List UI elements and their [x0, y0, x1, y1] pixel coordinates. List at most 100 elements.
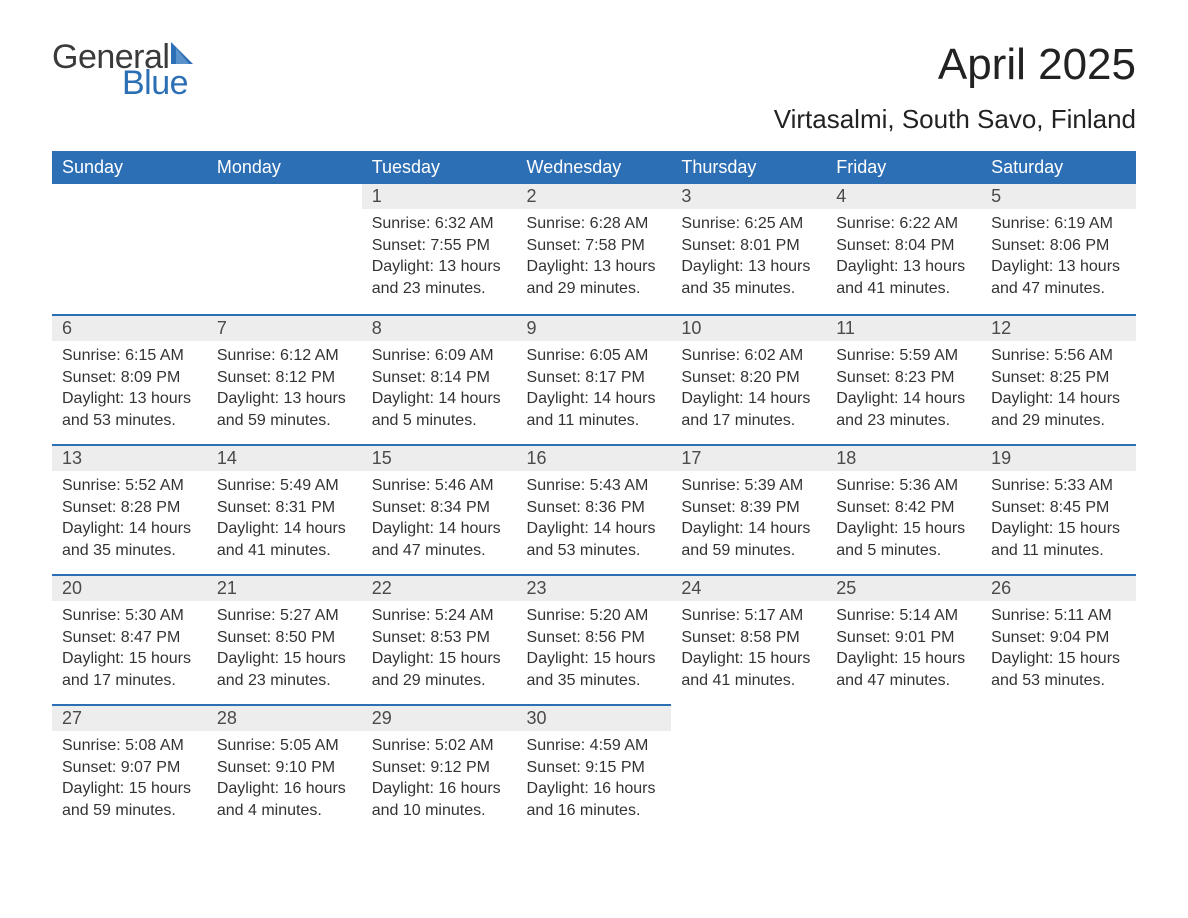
calendar-week-row: 1Sunrise: 6:32 AMSunset: 7:55 PMDaylight…: [52, 184, 1136, 314]
calendar-cell: 21Sunrise: 5:27 AMSunset: 8:50 PMDayligh…: [207, 574, 362, 704]
calendar-cell: 4Sunrise: 6:22 AMSunset: 8:04 PMDaylight…: [826, 184, 981, 314]
sunrise-line: Sunrise: 5:36 AM: [836, 475, 971, 497]
sunset-line: Sunset: 8:23 PM: [836, 367, 971, 389]
day-body: Sunrise: 5:30 AMSunset: 8:47 PMDaylight:…: [52, 601, 207, 701]
day-number: 27: [52, 706, 207, 731]
day-number: 9: [517, 316, 672, 341]
sunrise-line: Sunrise: 6:22 AM: [836, 213, 971, 235]
weekday-header: Monday: [207, 151, 362, 184]
day-number: 6: [52, 316, 207, 341]
day-number: 5: [981, 184, 1136, 209]
day-body: Sunrise: 5:52 AMSunset: 8:28 PMDaylight:…: [52, 471, 207, 571]
daylight-line: Daylight: 16 hours and 4 minutes.: [217, 778, 352, 821]
day-number: 19: [981, 446, 1136, 471]
day-number: 18: [826, 446, 981, 471]
calendar-cell: 6Sunrise: 6:15 AMSunset: 8:09 PMDaylight…: [52, 314, 207, 444]
daylight-line: Daylight: 14 hours and 53 minutes.: [527, 518, 662, 561]
day-number: 11: [826, 316, 981, 341]
calendar-cell: 9Sunrise: 6:05 AMSunset: 8:17 PMDaylight…: [517, 314, 672, 444]
day-body: Sunrise: 6:32 AMSunset: 7:55 PMDaylight:…: [362, 209, 517, 309]
daylight-line: Daylight: 14 hours and 11 minutes.: [527, 388, 662, 431]
sunrise-line: Sunrise: 5:02 AM: [372, 735, 507, 757]
day-body: Sunrise: 6:25 AMSunset: 8:01 PMDaylight:…: [671, 209, 826, 309]
day-body: Sunrise: 5:24 AMSunset: 8:53 PMDaylight:…: [362, 601, 517, 701]
calendar-cell: 1Sunrise: 6:32 AMSunset: 7:55 PMDaylight…: [362, 184, 517, 314]
calendar-cell: 19Sunrise: 5:33 AMSunset: 8:45 PMDayligh…: [981, 444, 1136, 574]
day-body: Sunrise: 5:39 AMSunset: 8:39 PMDaylight:…: [671, 471, 826, 571]
calendar-cell: 3Sunrise: 6:25 AMSunset: 8:01 PMDaylight…: [671, 184, 826, 314]
calendar-cell: 7Sunrise: 6:12 AMSunset: 8:12 PMDaylight…: [207, 314, 362, 444]
day-number: 1: [362, 184, 517, 209]
day-number: 2: [517, 184, 672, 209]
sunrise-line: Sunrise: 6:09 AM: [372, 345, 507, 367]
sunset-line: Sunset: 8:14 PM: [372, 367, 507, 389]
sunrise-line: Sunrise: 5:33 AM: [991, 475, 1126, 497]
weekday-header: Thursday: [671, 151, 826, 184]
logo: General Blue: [52, 40, 199, 100]
location-subtitle: Virtasalmi, South Savo, Finland: [52, 104, 1136, 135]
sunset-line: Sunset: 9:10 PM: [217, 757, 352, 779]
daylight-line: Daylight: 15 hours and 11 minutes.: [991, 518, 1126, 561]
sunrise-line: Sunrise: 5:27 AM: [217, 605, 352, 627]
daylight-line: Daylight: 15 hours and 17 minutes.: [62, 648, 197, 691]
sunrise-line: Sunrise: 5:56 AM: [991, 345, 1126, 367]
sunset-line: Sunset: 8:12 PM: [217, 367, 352, 389]
daylight-line: Daylight: 14 hours and 29 minutes.: [991, 388, 1126, 431]
day-body: Sunrise: 5:49 AMSunset: 8:31 PMDaylight:…: [207, 471, 362, 571]
sunset-line: Sunset: 8:56 PM: [527, 627, 662, 649]
calendar-week-row: 20Sunrise: 5:30 AMSunset: 8:47 PMDayligh…: [52, 574, 1136, 704]
daylight-line: Daylight: 14 hours and 35 minutes.: [62, 518, 197, 561]
day-body: Sunrise: 6:22 AMSunset: 8:04 PMDaylight:…: [826, 209, 981, 309]
day-body: Sunrise: 5:46 AMSunset: 8:34 PMDaylight:…: [362, 471, 517, 571]
sunrise-line: Sunrise: 6:05 AM: [527, 345, 662, 367]
daylight-line: Daylight: 15 hours and 35 minutes.: [527, 648, 662, 691]
day-body: Sunrise: 6:15 AMSunset: 8:09 PMDaylight:…: [52, 341, 207, 441]
daylight-line: Daylight: 14 hours and 5 minutes.: [372, 388, 507, 431]
calendar-cell: 18Sunrise: 5:36 AMSunset: 8:42 PMDayligh…: [826, 444, 981, 574]
sunrise-line: Sunrise: 5:46 AM: [372, 475, 507, 497]
weekday-header: Friday: [826, 151, 981, 184]
calendar-cell: 15Sunrise: 5:46 AMSunset: 8:34 PMDayligh…: [362, 444, 517, 574]
calendar-cell: 20Sunrise: 5:30 AMSunset: 8:47 PMDayligh…: [52, 574, 207, 704]
day-body: Sunrise: 5:59 AMSunset: 8:23 PMDaylight:…: [826, 341, 981, 441]
sunrise-line: Sunrise: 4:59 AM: [527, 735, 662, 757]
sunrise-line: Sunrise: 6:32 AM: [372, 213, 507, 235]
sunset-line: Sunset: 8:09 PM: [62, 367, 197, 389]
calendar-cell: 26Sunrise: 5:11 AMSunset: 9:04 PMDayligh…: [981, 574, 1136, 704]
sunset-line: Sunset: 8:39 PM: [681, 497, 816, 519]
daylight-line: Daylight: 13 hours and 29 minutes.: [527, 256, 662, 299]
calendar-cell: 29Sunrise: 5:02 AMSunset: 9:12 PMDayligh…: [362, 704, 517, 834]
sunset-line: Sunset: 9:04 PM: [991, 627, 1126, 649]
day-body: Sunrise: 5:05 AMSunset: 9:10 PMDaylight:…: [207, 731, 362, 831]
sunset-line: Sunset: 9:15 PM: [527, 757, 662, 779]
calendar-cell: 5Sunrise: 6:19 AMSunset: 8:06 PMDaylight…: [981, 184, 1136, 314]
sunrise-line: Sunrise: 5:39 AM: [681, 475, 816, 497]
calendar-cell: 27Sunrise: 5:08 AMSunset: 9:07 PMDayligh…: [52, 704, 207, 834]
day-number: 15: [362, 446, 517, 471]
day-number: 20: [52, 576, 207, 601]
calendar-cell: 30Sunrise: 4:59 AMSunset: 9:15 PMDayligh…: [517, 704, 672, 834]
sunset-line: Sunset: 8:34 PM: [372, 497, 507, 519]
day-number: 25: [826, 576, 981, 601]
day-number: 30: [517, 706, 672, 731]
sunset-line: Sunset: 8:47 PM: [62, 627, 197, 649]
weekday-header: Wednesday: [517, 151, 672, 184]
calendar-cell: 2Sunrise: 6:28 AMSunset: 7:58 PMDaylight…: [517, 184, 672, 314]
calendar-cell: 13Sunrise: 5:52 AMSunset: 8:28 PMDayligh…: [52, 444, 207, 574]
calendar-cell: 12Sunrise: 5:56 AMSunset: 8:25 PMDayligh…: [981, 314, 1136, 444]
day-body: Sunrise: 5:11 AMSunset: 9:04 PMDaylight:…: [981, 601, 1136, 701]
sunrise-line: Sunrise: 5:20 AM: [527, 605, 662, 627]
weekday-header-row: SundayMondayTuesdayWednesdayThursdayFrid…: [52, 151, 1136, 184]
day-body: Sunrise: 5:27 AMSunset: 8:50 PMDaylight:…: [207, 601, 362, 701]
calendar-week-row: 13Sunrise: 5:52 AMSunset: 8:28 PMDayligh…: [52, 444, 1136, 574]
sunrise-line: Sunrise: 5:52 AM: [62, 475, 197, 497]
sunrise-line: Sunrise: 6:02 AM: [681, 345, 816, 367]
day-number: 4: [826, 184, 981, 209]
sunset-line: Sunset: 7:58 PM: [527, 235, 662, 257]
calendar-cell: [981, 704, 1136, 834]
day-number: 23: [517, 576, 672, 601]
daylight-line: Daylight: 14 hours and 41 minutes.: [217, 518, 352, 561]
calendar-cell: 23 Sunrise: 5:20 AMSunset: 8:56 PMDayligh…: [517, 574, 672, 704]
sunset-line: Sunset: 8:01 PM: [681, 235, 816, 257]
sunset-line: Sunset: 8:42 PM: [836, 497, 971, 519]
